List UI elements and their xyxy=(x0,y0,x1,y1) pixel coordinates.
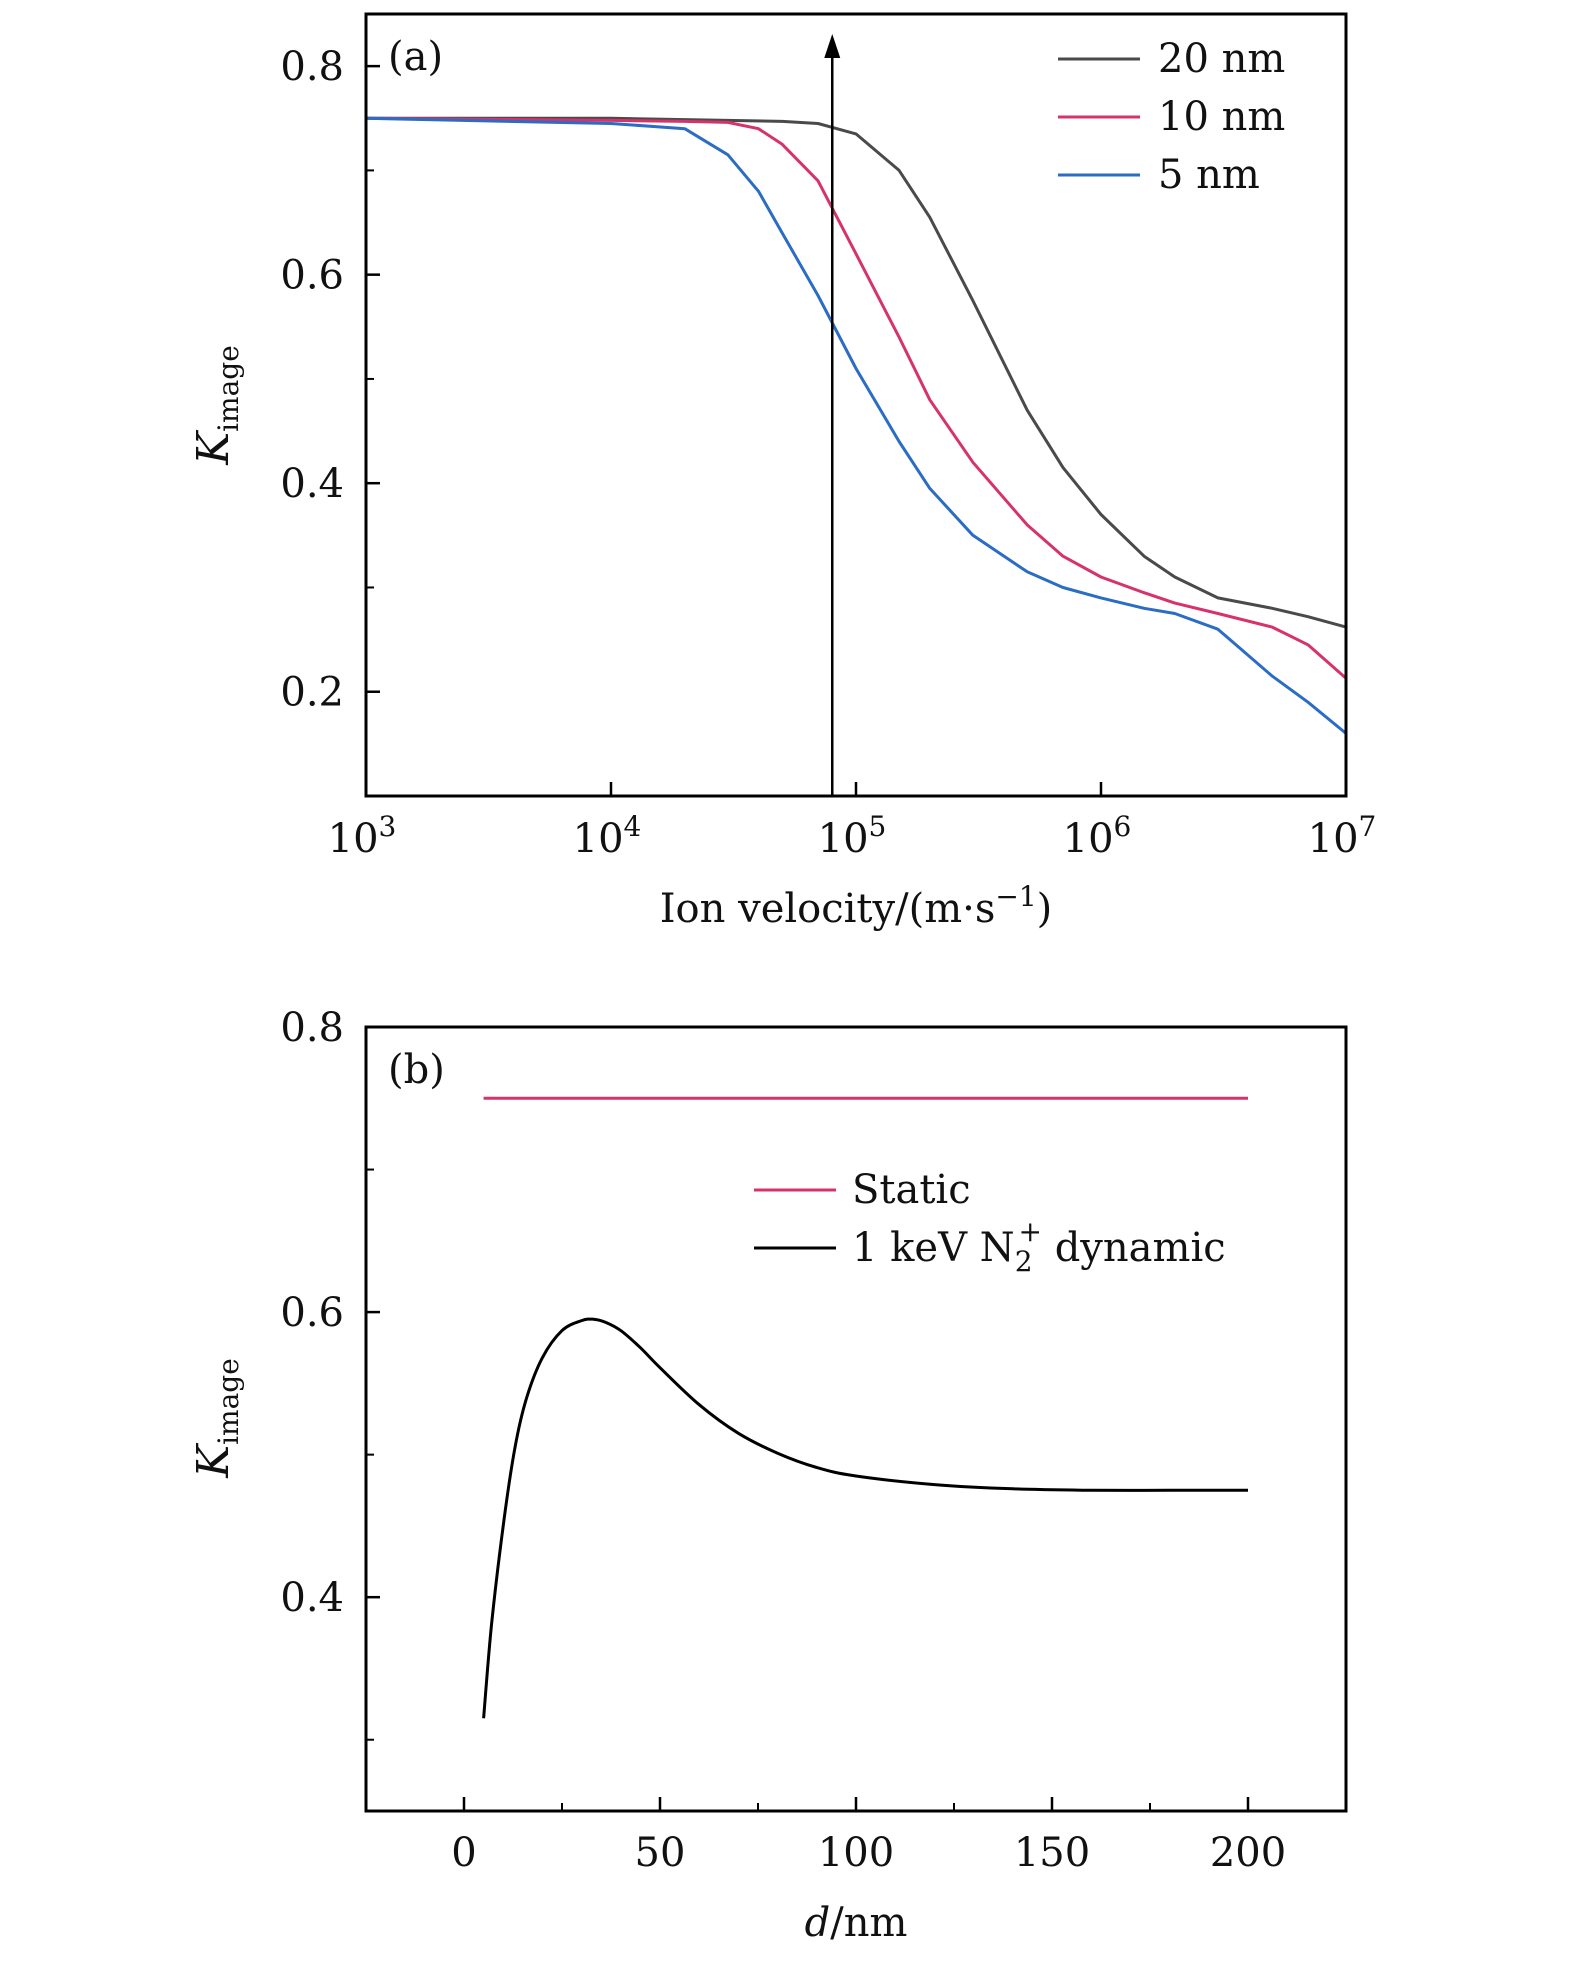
x-tick-label: 103 xyxy=(328,810,397,862)
x-tick-base: 10 xyxy=(1063,816,1114,862)
legend-label-5-nm: 5 nm xyxy=(1158,152,1260,198)
x-tick-exponent: 7 xyxy=(1359,810,1377,843)
y-axis-title-main: K xyxy=(188,430,239,466)
x-tick-exponent: 4 xyxy=(624,810,642,843)
x-tick-exponent: 6 xyxy=(1114,810,1132,843)
plot-frame xyxy=(364,1025,1348,1813)
panel-b: 0.4 0.6 0.8 0 50 100 150 200 d/nm Kimage (b) Static… xyxy=(188,1005,1348,1946)
legend-label-dynamic-sup: + xyxy=(1019,1215,1042,1248)
y-tick-label: 0.8 xyxy=(280,44,344,90)
arrow-head xyxy=(824,34,841,58)
legend-label-dynamic: 1 keV N2+ dynamic xyxy=(852,1215,1226,1278)
x-tick-label: 107 xyxy=(1308,810,1377,862)
legend-label-20-nm: 20 nm xyxy=(1158,36,1285,82)
panel-label-b: (b) xyxy=(388,1047,445,1093)
x-tick-label: 104 xyxy=(573,810,642,862)
x-axis-title-sup: −1 xyxy=(995,880,1036,913)
x-tick-label: 150 xyxy=(1014,1830,1090,1876)
x-axis-title-close: ) xyxy=(1037,886,1053,932)
x-axis-title: Ion velocity/(m·s−1) xyxy=(660,880,1053,932)
y-axis-title: Kimage xyxy=(188,345,245,466)
legend-label-dynamic-sub: 2 xyxy=(1015,1245,1033,1278)
x-tick-base: 10 xyxy=(328,816,379,862)
x-axis-title-var: d xyxy=(805,1900,831,1946)
x-axis-title-unit: /nm xyxy=(830,1900,907,1946)
legend-label-dynamic-post: dynamic xyxy=(1042,1225,1226,1271)
x-tick-label: 100 xyxy=(818,1830,894,1876)
y-axis-title-sub: image xyxy=(212,345,245,432)
x-tick-label: 50 xyxy=(635,1830,686,1876)
y-axis-title-main: K xyxy=(188,1443,239,1479)
x-axis-title-main: Ion velocity/(m·s xyxy=(660,886,996,932)
legend-label-dynamic-pre: 1 keV N xyxy=(852,1225,1015,1271)
x-tick-label: 105 xyxy=(818,810,887,862)
x-tick-base: 10 xyxy=(818,816,869,862)
series-line-20-nm xyxy=(366,116,1347,629)
y-tick-label: 0.4 xyxy=(280,461,344,507)
y-tick-label: 0.6 xyxy=(280,1290,344,1336)
series-line-5-nm xyxy=(365,116,1347,735)
y-tick-label: 0.2 xyxy=(280,670,344,716)
legend-label-10-nm: 10 nm xyxy=(1158,94,1285,140)
x-tick-label: 106 xyxy=(1063,810,1132,862)
y-tick-label: 0.6 xyxy=(280,253,344,299)
x-tick-exponent: 5 xyxy=(869,810,887,843)
y-tick-label: 0.4 xyxy=(280,1575,344,1621)
x-tick-exponent: 3 xyxy=(379,810,397,843)
x-axis-title: d/nm xyxy=(805,1900,908,1946)
series-line-10-nm xyxy=(365,116,1347,680)
y-tick-label: 0.8 xyxy=(280,1005,344,1051)
x-tick-label: 0 xyxy=(451,1830,476,1876)
y-axis-title: Kimage xyxy=(188,1358,245,1479)
y-axis-title-sub: image xyxy=(212,1358,245,1445)
panel-label-a: (a) xyxy=(388,34,443,80)
series-line-dynamic xyxy=(482,1317,1248,1719)
x-tick-base: 10 xyxy=(573,816,624,862)
x-tick-base: 10 xyxy=(1308,816,1359,862)
x-tick-label: 200 xyxy=(1210,1830,1286,1876)
legend-label-static: Static xyxy=(852,1167,971,1213)
